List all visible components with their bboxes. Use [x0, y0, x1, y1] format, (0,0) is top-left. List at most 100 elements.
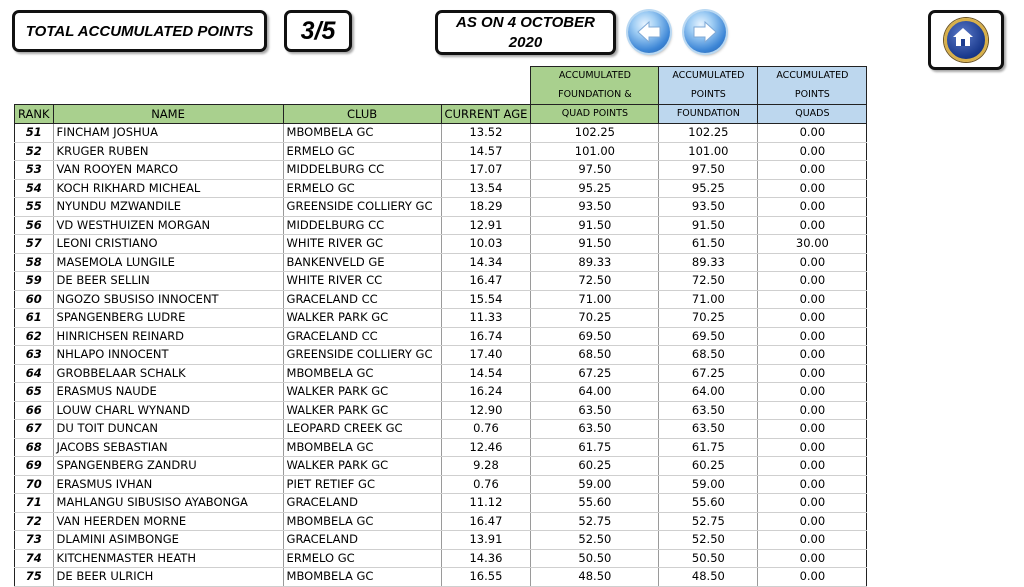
quad-points-cell: 0.00 [757, 160, 868, 180]
name-cell: SPANGENBERG LUDRE [53, 308, 284, 328]
age-cell: 17.40 [441, 345, 532, 365]
club-cell: PIET RETIEF GC [283, 475, 442, 494]
quad-points-cell: 0.00 [757, 419, 868, 439]
quad-points-cell: 0.00 [757, 123, 868, 143]
rank-cell: 63 [14, 345, 54, 365]
header-age: CURRENT AGE [440, 104, 532, 124]
name-cell: LOUW CHARL WYNAND [53, 401, 284, 420]
rank-cell: 58 [14, 253, 54, 272]
quad-points-cell: 0.00 [757, 327, 868, 346]
table-row: 64 GROBBELAAR SCHALK MBOMBELA GC 14.54 67.25… [14, 364, 868, 383]
foundation-quad-points-cell: 72.50 [530, 271, 660, 291]
home-button[interactable] [928, 10, 1004, 70]
date-line-1: AS ON 4 OCTOBER [456, 13, 595, 31]
age-cell: 12.46 [441, 438, 532, 457]
table-row: 71 MAHLANGU SIBUSISO AYABONGA GRACELAND 11.… [14, 493, 868, 513]
age-cell: 14.34 [441, 253, 532, 272]
quad-points-cell: 0.00 [757, 271, 868, 291]
rank-cell: 68 [14, 438, 54, 457]
foundation-points-cell: 61.75 [658, 438, 759, 457]
name-cell: NHLAPO INNOCENT [53, 345, 284, 365]
foundation-quad-points-cell: 89.33 [530, 253, 660, 272]
arrow-left-icon [637, 20, 661, 44]
club-cell: BANKENVELD GE [283, 253, 442, 272]
foundation-points-cell: 97.50 [658, 160, 759, 180]
foundation-points-cell: 52.50 [658, 530, 759, 550]
club-cell: LEOPARD CREEK GC [283, 419, 442, 439]
foundation-quad-points-cell: 71.00 [530, 290, 660, 309]
rank-cell: 71 [14, 493, 54, 513]
name-cell: KRUGER RUBEN [53, 142, 284, 161]
age-cell: 16.55 [441, 567, 532, 587]
name-cell: DU TOIT DUNCAN [53, 419, 284, 439]
quad-points-cell: 0.00 [757, 142, 868, 161]
foundation-points-cell: 68.50 [658, 345, 759, 365]
header-fd-line3: FOUNDATION [658, 104, 759, 124]
foundation-points-cell: 102.25 [658, 123, 759, 143]
table-row: 56 VD WESTHUIZEN MORGAN MIDDELBURG CC 12.91… [14, 216, 868, 235]
age-cell: 13.54 [441, 179, 532, 198]
header-fd-line2: POINTS [658, 85, 758, 105]
foundation-quad-points-cell: 63.50 [530, 401, 660, 420]
rank-cell: 70 [14, 475, 54, 494]
foundation-points-cell: 89.33 [658, 253, 759, 272]
quad-points-cell: 0.00 [757, 345, 868, 365]
rank-cell: 60 [14, 290, 54, 309]
age-cell: 14.57 [441, 142, 532, 161]
foundation-quad-points-cell: 93.50 [530, 197, 660, 217]
rank-cell: 69 [14, 456, 54, 476]
header-name: NAME [52, 104, 284, 124]
name-cell: ERASMUS IVHAN [53, 475, 284, 494]
foundation-points-cell: 52.75 [658, 512, 759, 531]
age-cell: 16.47 [441, 512, 532, 531]
club-cell: MBOMBELA GC [283, 364, 442, 383]
next-page-button[interactable] [684, 11, 726, 53]
age-cell: 15.54 [441, 290, 532, 309]
club-cell: GREENSIDE COLLIERY GC [283, 197, 442, 217]
foundation-points-cell: 63.50 [658, 419, 759, 439]
quad-points-cell: 30.00 [757, 234, 868, 254]
table-row: 68 JACOBS SEBASTIAN MBOMBELA GC 12.46 61.75 6… [14, 438, 868, 457]
rank-cell: 59 [14, 271, 54, 291]
foundation-points-cell: 59.00 [658, 475, 759, 494]
age-cell: 13.52 [441, 123, 532, 143]
name-cell: DLAMINI ASIMBONGE [53, 530, 284, 550]
table-row: 57 LEONI CRISTIANO WHITE RIVER GC 10.03 91.5… [14, 234, 868, 254]
points-table: ACCUMULATED ACCUMULATED ACCUMULATED FOUN… [14, 66, 868, 587]
name-cell: ERASMUS NAUDE [53, 382, 284, 402]
table-row: 69 SPANGENBERG ZANDRU WALKER PARK GC 9.28 60… [14, 456, 868, 476]
table-row: 67 DU TOIT DUNCAN LEOPARD CREEK GC 0.76 63.5… [14, 419, 868, 439]
club-cell: GRACELAND CC [283, 327, 442, 346]
table-row: 52 KRUGER RUBEN ERMELO GC 14.57 101.00 101.00… [14, 142, 868, 161]
foundation-quad-points-cell: 55.60 [530, 493, 660, 513]
foundation-points-cell: 72.50 [658, 271, 759, 291]
table-row: 62 HINRICHSEN REINARD GRACELAND CC 16.74 69.… [14, 327, 868, 346]
foundation-quad-points-cell: 91.50 [530, 216, 660, 235]
name-cell: JACOBS SEBASTIAN [53, 438, 284, 457]
club-cell: ERMELO GC [283, 179, 442, 198]
name-cell: DE BEER ULRICH [53, 567, 284, 587]
foundation-quad-points-cell: 70.25 [530, 308, 660, 328]
page-indicator: 3/5 [300, 16, 336, 45]
club-cell: WALKER PARK GC [283, 456, 442, 476]
name-cell: NYUNDU MZWANDILE [53, 197, 284, 217]
title-box: TOTAL ACCUMULATED POINTS [12, 10, 267, 52]
club-cell: ERMELO GC [283, 142, 442, 161]
rank-cell: 56 [14, 216, 54, 235]
rank-cell: 65 [14, 382, 54, 402]
arrow-right-icon [693, 20, 717, 44]
foundation-points-cell: 48.50 [658, 567, 759, 587]
name-cell: FINCHAM JOSHUA [53, 123, 284, 143]
age-cell: 9.28 [441, 456, 532, 476]
club-cell: GRACELAND CC [283, 290, 442, 309]
name-cell: VAN HEERDEN MORNE [53, 512, 284, 531]
table-row: 73 DLAMINI ASIMBONGE GRACELAND 13.91 52.50 52… [14, 530, 868, 550]
date-line-2: 2020 [508, 33, 543, 51]
name-cell: GROBBELAAR SCHALK [53, 364, 284, 383]
previous-page-button[interactable] [628, 11, 670, 53]
rank-cell: 53 [14, 160, 54, 180]
quad-points-cell: 0.00 [757, 530, 868, 550]
table-row: 58 MASEMOLA LUNGILE BANKENVELD GE 14.34 89.3… [14, 253, 868, 272]
table-row: 53 VAN ROOYEN MARCO MIDDELBURG CC 17.07 97.5… [14, 160, 868, 180]
quad-points-cell: 0.00 [757, 197, 868, 217]
